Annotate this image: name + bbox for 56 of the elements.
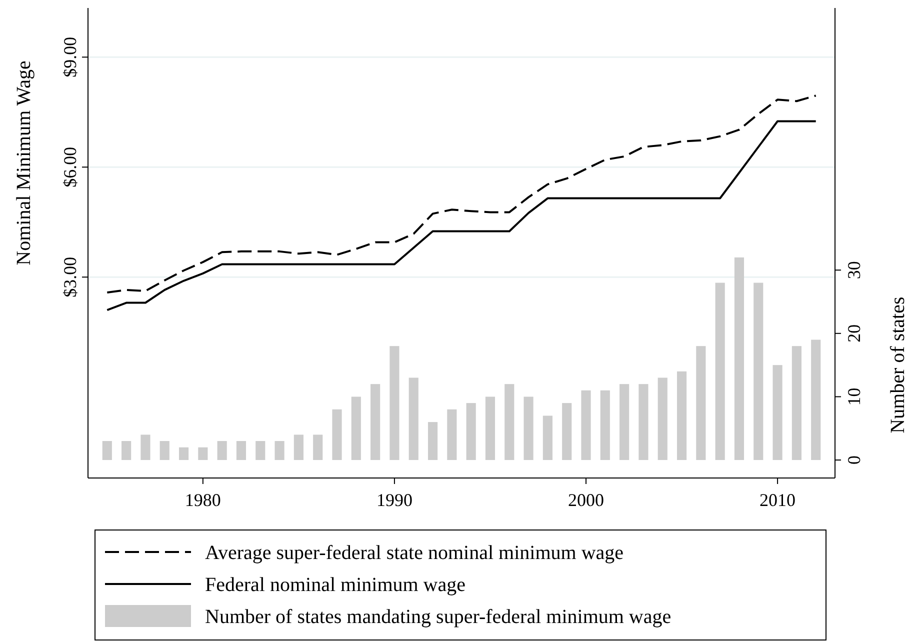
x-tick-label: 1980 [184,490,221,510]
bar [620,384,630,460]
bar [485,396,496,460]
bar [294,434,304,460]
x-tick-label: 1990 [376,490,412,510]
line-series [106,94,817,294]
y2-tick-label: 10 [844,388,864,406]
y-tick-label: $3.00 [60,256,80,298]
legend-label: Number of states mandating super-federal minimum wage [205,606,672,628]
y2-axis-title: Number of states [887,296,907,434]
bar [256,441,266,460]
y-tick-label: $9.00 [60,36,80,78]
legend-label: Average super-federal state nominal minimum wage [205,542,624,564]
bar [274,441,284,460]
bar [140,434,150,460]
bar [542,416,552,460]
bar [734,257,744,460]
bar [370,384,380,460]
bar [638,384,648,460]
x-tick-label: 2000 [568,490,604,510]
y-axis-title: Nominal Minimum Wage [13,60,35,266]
bar [466,403,476,460]
bar [715,282,725,460]
bar [600,390,610,460]
x-tick-label: 2010 [760,490,796,510]
bar [122,441,132,460]
y-tick-label: $6.00 [60,146,80,188]
bar [772,365,782,460]
bar [428,422,438,460]
bar [562,403,572,460]
bar [524,396,534,460]
bar [754,282,764,460]
y2-tick-label: 0 [844,456,864,465]
line-series [106,120,817,312]
bar [160,441,170,460]
bar [198,447,208,460]
y2-tick-label: 30 [844,261,864,280]
bar [102,441,112,460]
bar [581,390,591,460]
bar [408,378,418,460]
bar [811,340,821,460]
bar [696,346,706,460]
bar [178,447,189,460]
bar [792,346,802,460]
bar [332,409,342,460]
y2-tick-label: 20 [844,324,864,342]
bar [676,371,687,460]
bar [236,441,246,460]
bar [351,396,361,460]
legend-label: Federal nominal minimum wage [205,574,466,596]
bar [217,441,227,460]
bar [447,409,457,460]
bar [504,384,514,460]
bar [313,434,323,460]
bar [658,378,668,460]
bar [390,346,400,460]
